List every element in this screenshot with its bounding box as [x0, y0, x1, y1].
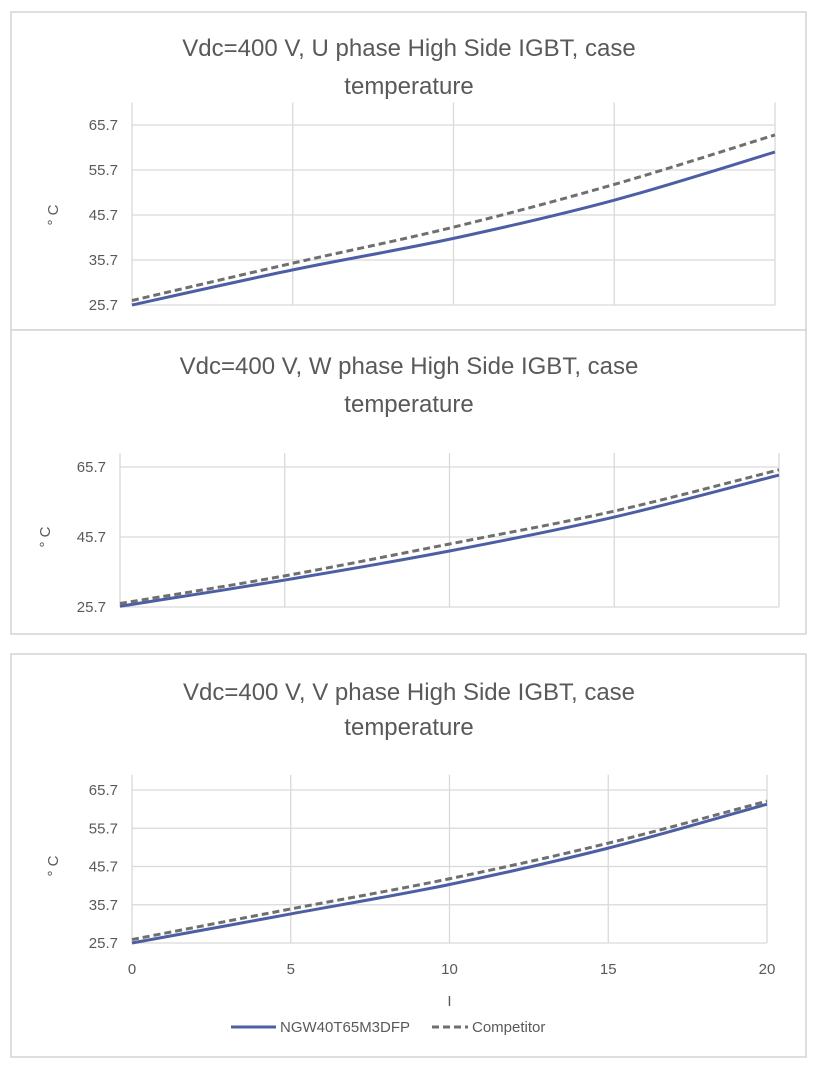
y-tick-label: 55.7	[89, 162, 118, 179]
x-axis-label: I	[447, 993, 451, 1010]
chart-panel-3: Vdc=400 V, V phase High Side IGBT, case t…	[10, 653, 807, 1058]
y-tick-label: 65.7	[89, 782, 118, 799]
y-tick-label: 45.7	[89, 859, 118, 876]
y-axis-label: ° C	[45, 204, 62, 225]
y-tick-label: 45.7	[77, 529, 106, 546]
x-tick-label: 5	[287, 961, 295, 978]
y-tick-label: 45.7	[89, 207, 118, 224]
y-tick-label: 55.7	[89, 820, 118, 837]
panel-border	[10, 11, 807, 331]
chart-panel-1: Vdc=400 V, U phase High Side IGBT, case t…	[10, 11, 807, 331]
y-axis-label: ° C	[37, 526, 54, 547]
series-line-ngw40t65m3dfp	[131, 802, 768, 945]
x-tick-label: 20	[759, 961, 776, 978]
x-tick-label: 15	[600, 961, 617, 978]
legend: NGW40T65M3DFP Competitor	[231, 1019, 545, 1036]
y-tick-label: 35.7	[89, 897, 118, 914]
y-tick-label: 65.7	[89, 117, 118, 134]
legend-label-competitor: Competitor	[472, 1019, 545, 1036]
panel-border	[10, 329, 807, 635]
y-axis-label: ° C	[45, 855, 62, 876]
chart-title-line: Vdc=400 V, U phase High Side IGBT, case	[182, 35, 635, 62]
chart-panel-2: Vdc=400 V, W phase High Side IGBT, case t…	[10, 329, 807, 635]
series-line-ngw40t65m3dfp	[131, 150, 776, 307]
series-line-competitor	[131, 133, 776, 302]
panel-border	[10, 653, 807, 1058]
x-tick-label: 10	[441, 961, 458, 978]
y-tick-label: 25.7	[89, 935, 118, 952]
series-line-ngw40t65m3dfp	[119, 473, 780, 608]
chart-title-line: temperature	[344, 73, 473, 100]
legend-label-ngw40t65m3dfp: NGW40T65M3DFP	[280, 1019, 410, 1036]
chart-title-line: Vdc=400 V, V phase High Side IGBT, case	[183, 679, 635, 706]
y-tick-label: 35.7	[89, 252, 118, 269]
chart-title-line: temperature	[344, 391, 473, 418]
y-tick-label: 25.7	[77, 599, 106, 616]
y-tick-label: 25.7	[89, 297, 118, 314]
y-tick-label: 65.7	[77, 459, 106, 476]
series-line-competitor	[131, 799, 768, 942]
chart-title-line: Vdc=400 V, W phase High Side IGBT, case	[180, 353, 639, 380]
series-line-competitor	[119, 468, 780, 605]
x-tick-label: 0	[128, 961, 136, 978]
chart-title-line: temperature	[344, 714, 473, 741]
